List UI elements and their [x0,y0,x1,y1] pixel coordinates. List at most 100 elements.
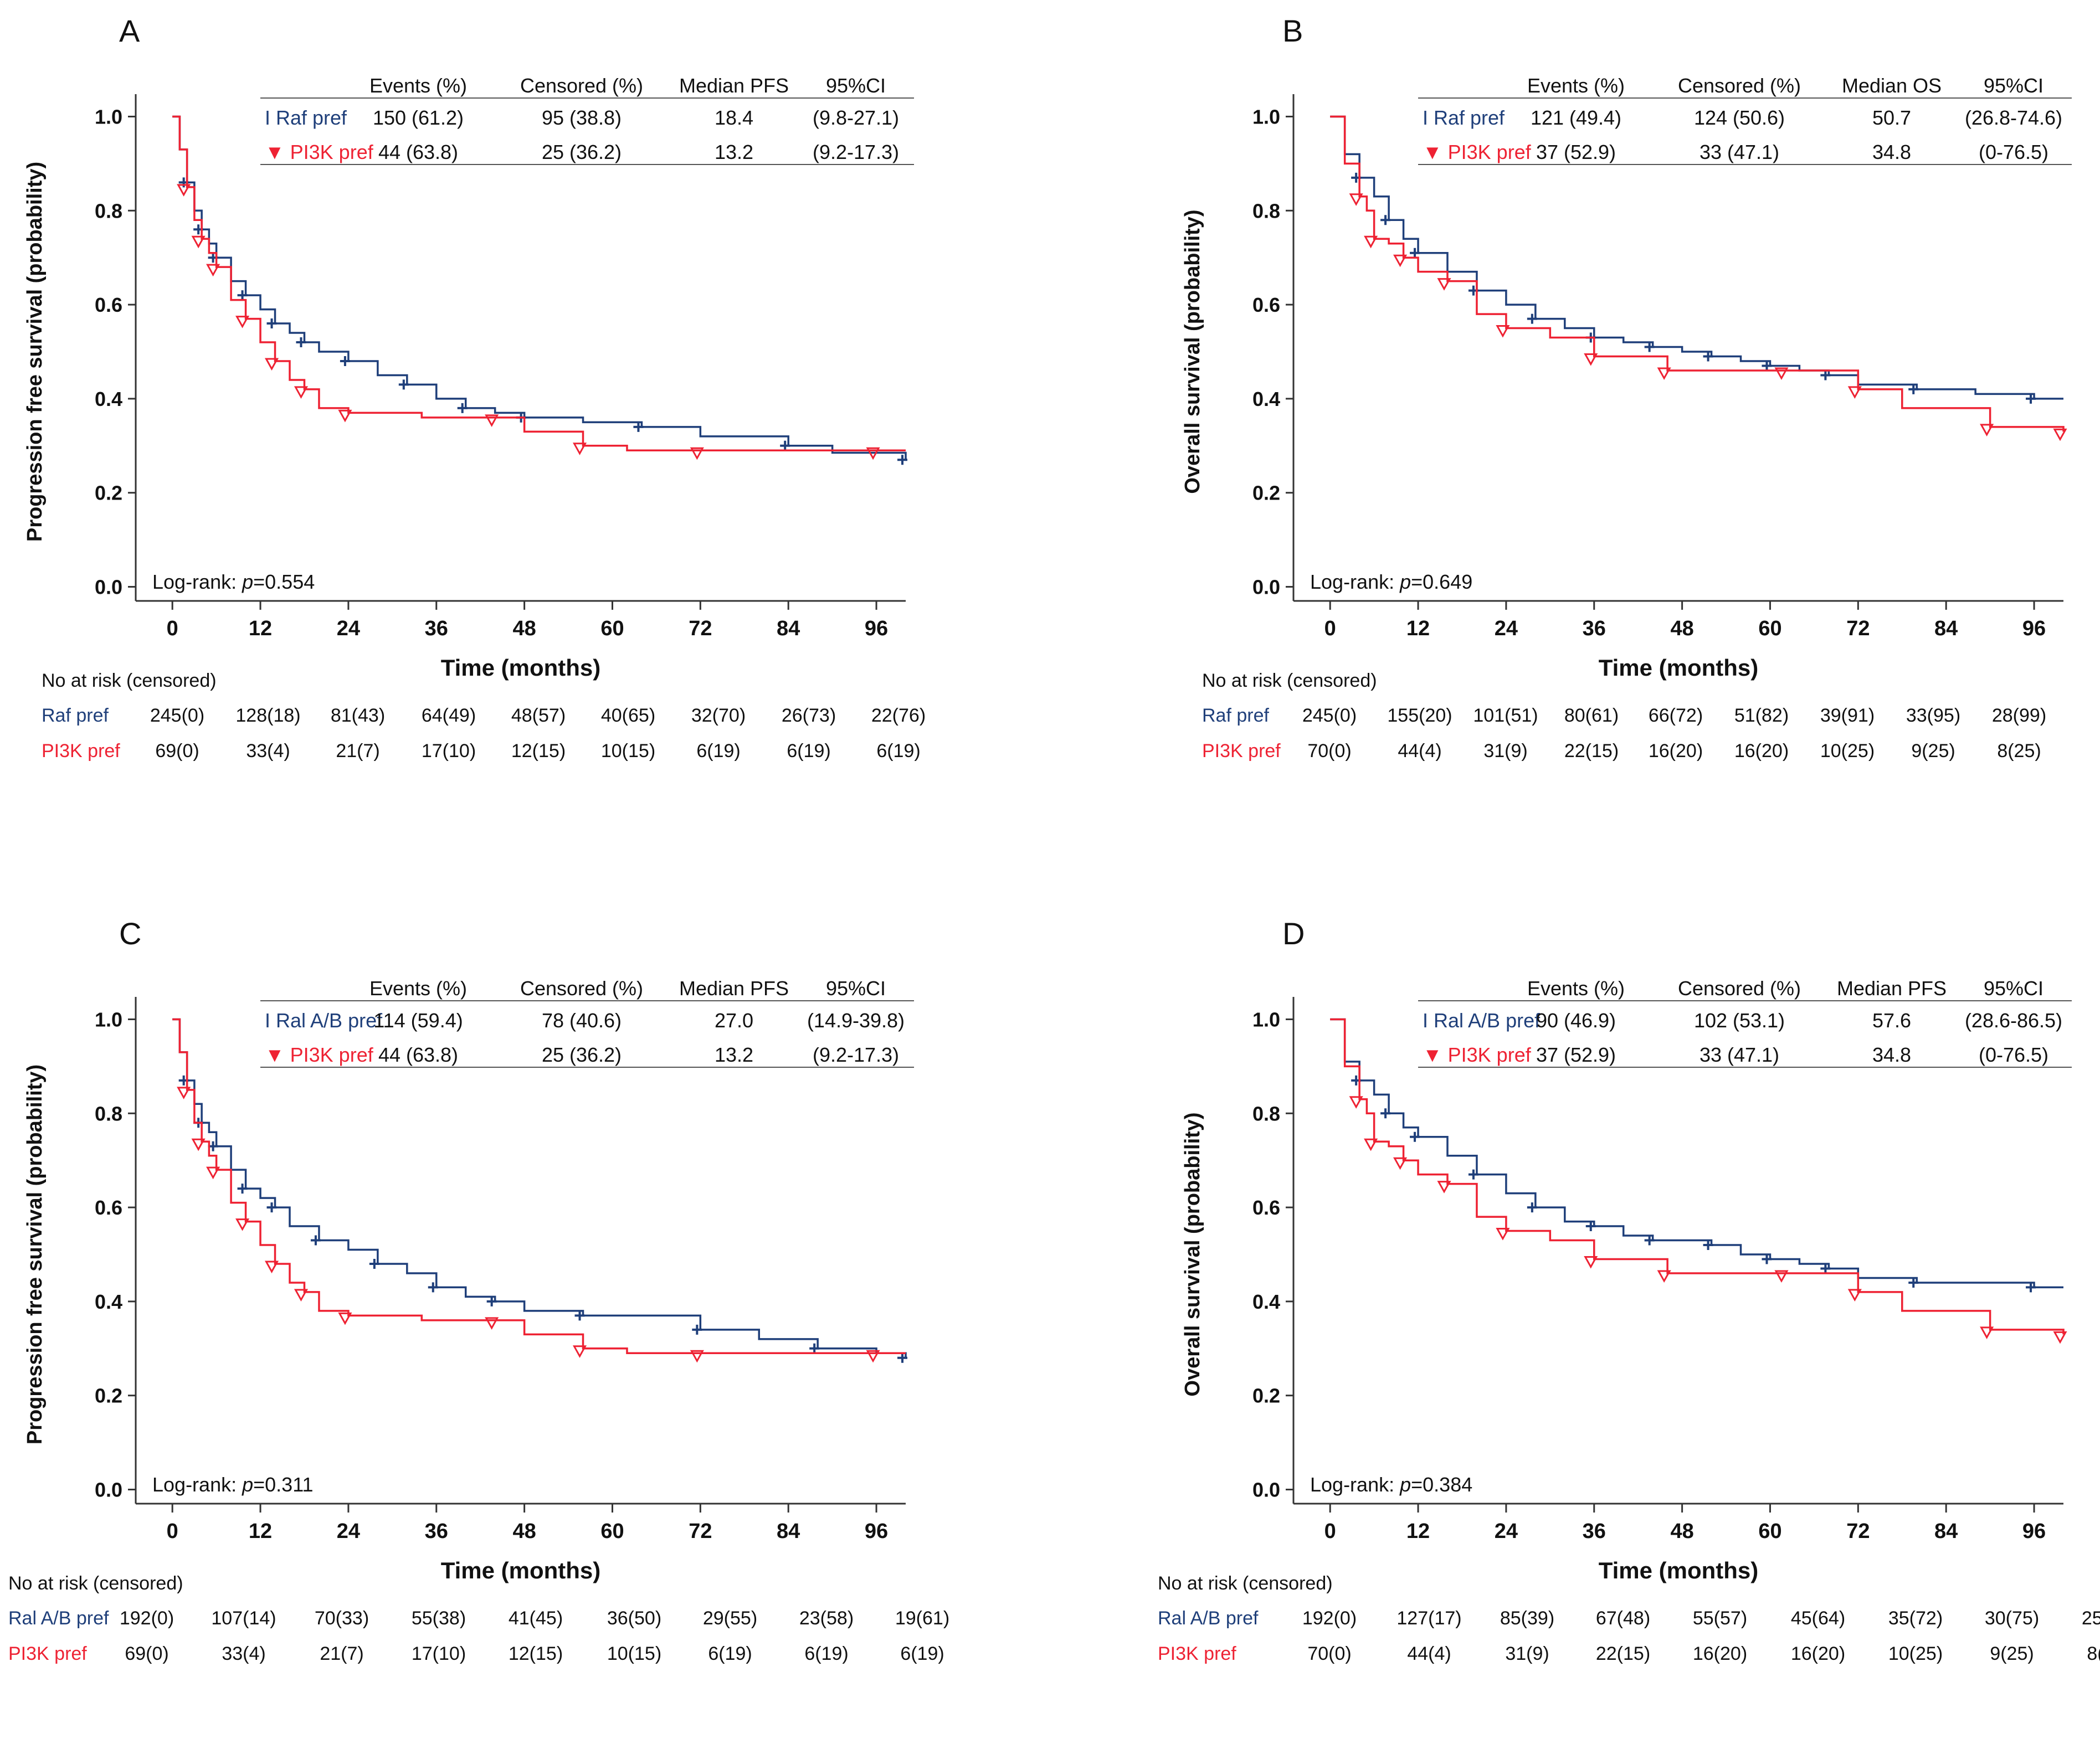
y-tick-label: 0.2 [95,1385,122,1407]
y-tick-label: 0.8 [1252,1102,1280,1125]
censor-mark-pi3k [235,316,250,328]
table-cell-ci: (9.8-27.1) [813,106,899,129]
censor-mark-raf [1908,1277,1919,1288]
x-tick-label: 12 [249,1520,272,1543]
km-curve-raf [172,1018,907,1358]
at-risk-value: 9(25) [1990,1643,2034,1664]
censor-mark-raf [1527,1202,1537,1213]
censor-mark-raf [1908,384,1919,394]
at-risk-value: 6(19) [900,1643,944,1664]
censor-mark-raf [2026,393,2036,404]
y-tick-label: 0.8 [95,199,122,222]
x-tick-label: 96 [2022,1520,2046,1543]
log-rank-prefix: Log-rank: [152,570,242,593]
table-cell-events: 150 (61.2) [373,106,464,129]
table-cell-median: 50.7 [1872,106,1911,129]
x-tick-label: 72 [689,1520,712,1543]
log-rank-p-symbol: p [1399,1473,1411,1496]
y-tick-label: 0.2 [1252,482,1280,505]
at-risk-value: 55(38) [412,1608,466,1629]
censor-mark-raf [1820,370,1831,380]
at-risk-value: 48(57) [511,705,566,726]
censor-mark-pi3k [1393,1157,1408,1170]
censor-mark-pi3k [1980,424,1994,436]
at-risk-value: 69(0) [125,1643,168,1664]
censor-mark-pi3k [2053,428,2067,441]
y-tick-label: 0.0 [1252,576,1280,599]
censor-mark-pi3k [1496,325,1510,338]
y-tick-label: 0.4 [95,1290,122,1313]
x-tick-label: 48 [1670,617,1693,640]
table-cell-events: 90 (46.9) [1536,1009,1616,1032]
censor-mark-raf [237,290,248,301]
x-tick-label: 36 [1583,617,1606,640]
y-tick-label: 0.2 [1252,1385,1280,1407]
km-curve-raf [172,115,907,460]
table-header: Median PFS [679,74,789,97]
y-tick-label: 0.4 [95,388,122,410]
at-risk-value: 33(95) [1906,705,1960,726]
x-axis-title: Time (months) [441,1557,601,1583]
table-header: Censored (%) [520,977,643,1000]
censor-mark-pi3k [1774,367,1789,380]
at-risk-value: 40(65) [601,705,655,726]
censor-mark-pi3k [235,1218,250,1231]
table-cell-ci: (9.2-17.3) [813,141,899,163]
at-risk-value: 155(20) [1387,705,1452,726]
at-risk-label-pi3k: PI3K pref [1158,1643,1236,1664]
at-risk-label-pi3k: PI3K pref [8,1643,87,1664]
at-risk-value: 9(25) [1911,740,1955,762]
at-risk-value: 16(20) [1693,1643,1747,1664]
censor-mark-raf [1585,1221,1596,1232]
x-tick-label: 36 [425,1520,448,1543]
km-curve-pi3k [1330,1018,2065,1335]
log-rank-label: Log-rank: p=0.384 [1310,1473,1472,1496]
at-risk-value: 101(51) [1473,705,1538,726]
at-risk-value: 44(4) [1407,1643,1451,1664]
legend-label-pi3k: ▼ PI3K pref [265,1043,374,1066]
x-tick-label: 0 [167,617,178,640]
censor-mark-raf [369,1258,379,1269]
table-cell-events: 121 (49.4) [1531,106,1621,129]
x-tick-label: 96 [865,1520,888,1543]
censor-mark-raf [340,356,350,366]
legend-label-raf: I Raf pref [265,106,347,129]
at-risk-value: 128(18) [235,705,300,726]
log-rank-p-value: =0.384 [1411,1473,1472,1496]
x-tick-label: 84 [1934,1520,1958,1543]
table-cell-median: 57.6 [1872,1009,1911,1032]
y-tick-label: 1.0 [1252,105,1280,128]
legend-label-raf: I Ral A/B pref [265,1009,383,1032]
km-curve-raf [1330,1018,2063,1289]
x-axis-title: Time (months) [1599,1557,1759,1583]
log-rank-p-symbol: p [1399,570,1411,593]
x-tick-label: 84 [777,1520,800,1543]
censor-mark-pi3k [572,443,587,455]
at-risk-value: 10(25) [1820,740,1875,762]
at-risk-value: 16(20) [1734,740,1789,762]
x-tick-label: 84 [777,617,800,640]
log-rank-p-symbol: p [242,570,253,593]
censor-mark-pi3k [1847,386,1862,399]
at-risk-value: 41(45) [509,1608,563,1629]
table-cell-ci: (0-76.5) [1979,1043,2048,1066]
at-risk-value: 22(15) [1596,1643,1650,1664]
table-header: 95%CI [1984,74,2043,97]
log-rank-label: Log-rank: p=0.649 [1310,570,1472,593]
table-cell-median: 13.2 [715,141,753,163]
x-tick-label: 24 [1495,617,1518,640]
y-tick-label: 0.4 [1252,388,1280,410]
censor-mark-raf [692,1324,702,1335]
y-tick-label: 0.0 [95,1479,122,1501]
censor-mark-pi3k [2053,1331,2067,1344]
censor-mark-pi3k [1437,278,1451,291]
at-risk-value: 30(75) [1985,1608,2039,1629]
at-risk-value: 12(15) [509,1643,563,1664]
at-risk-value: 70(0) [1307,740,1351,762]
x-tick-label: 0 [1324,617,1336,640]
at-risk-value: 10(25) [1888,1643,1943,1664]
table-cell-events: 37 (52.9) [1536,141,1616,163]
censor-mark-raf [574,1310,585,1321]
table-header: Median PFS [679,977,789,1000]
